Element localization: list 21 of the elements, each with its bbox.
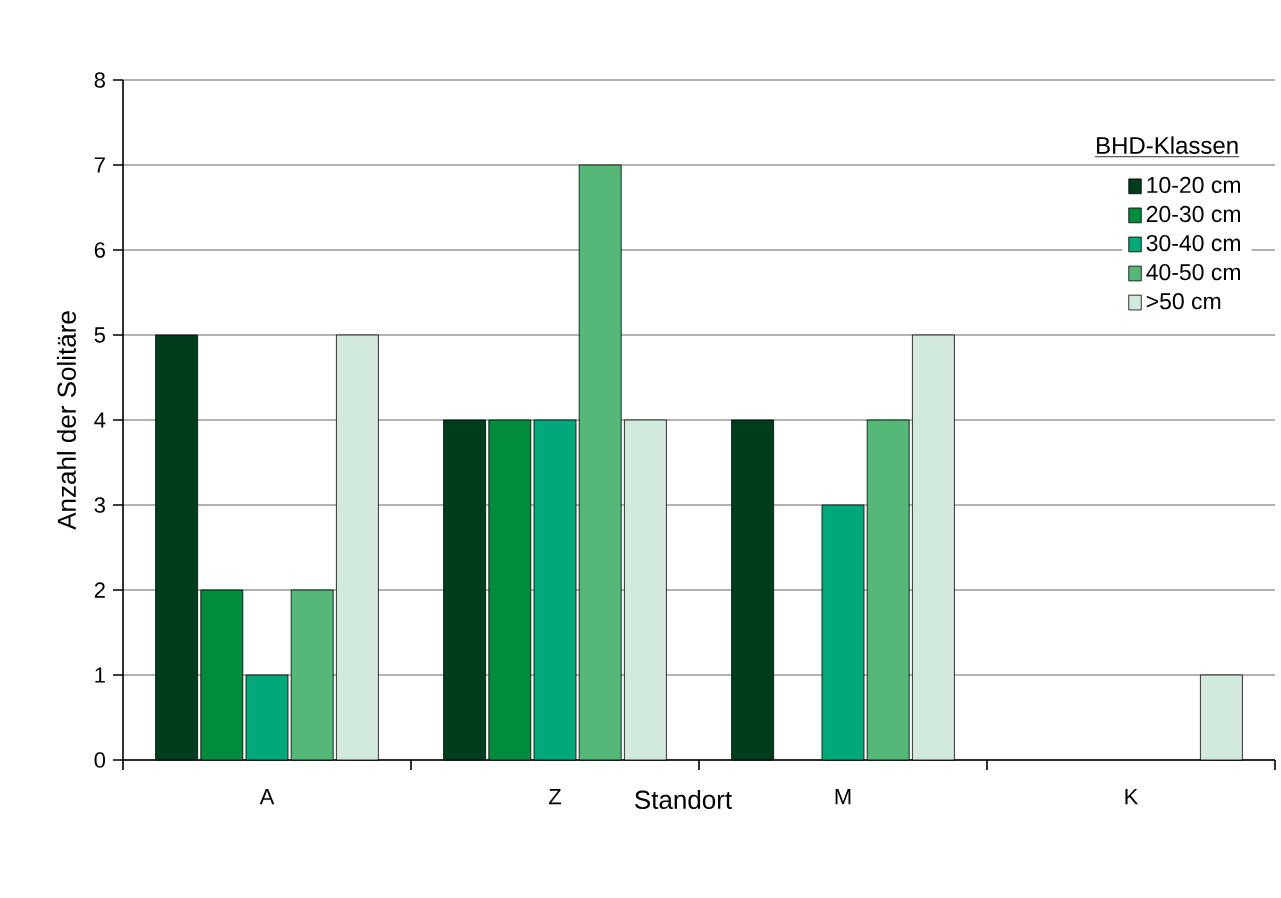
x-axis-title: Standort (635, 789, 732, 810)
x-tick-label: K (1125, 789, 1139, 805)
legend-label: >50 cm (1146, 293, 1221, 310)
y-axis-title: Anzahl der Solitäre (56, 311, 76, 530)
y-tick-label: 2 (94, 582, 105, 598)
x-tick-label: M (835, 789, 851, 805)
y-tick-label: 6 (94, 242, 105, 258)
legend-label: 40-50 cm (1146, 263, 1240, 281)
y-tick-label: 1 (95, 667, 105, 683)
legend-label: 10-20 cm (1147, 176, 1240, 194)
y-tick-label: 8 (94, 72, 105, 88)
y-tick-label: 0 (94, 752, 106, 768)
y-tick-label: 4 (94, 412, 106, 428)
legend-title: BHD-Klassen (1097, 136, 1238, 154)
y-tick-label: 5 (94, 327, 105, 343)
x-tick-label: Z (548, 789, 562, 805)
y-tick-label: 3 (94, 497, 105, 513)
legend-label: 30-40 cm (1146, 234, 1240, 252)
x-tick-label: A (259, 789, 275, 805)
y-tick-label: 7 (94, 157, 105, 173)
legend-label: 20-30 cm (1146, 205, 1240, 223)
